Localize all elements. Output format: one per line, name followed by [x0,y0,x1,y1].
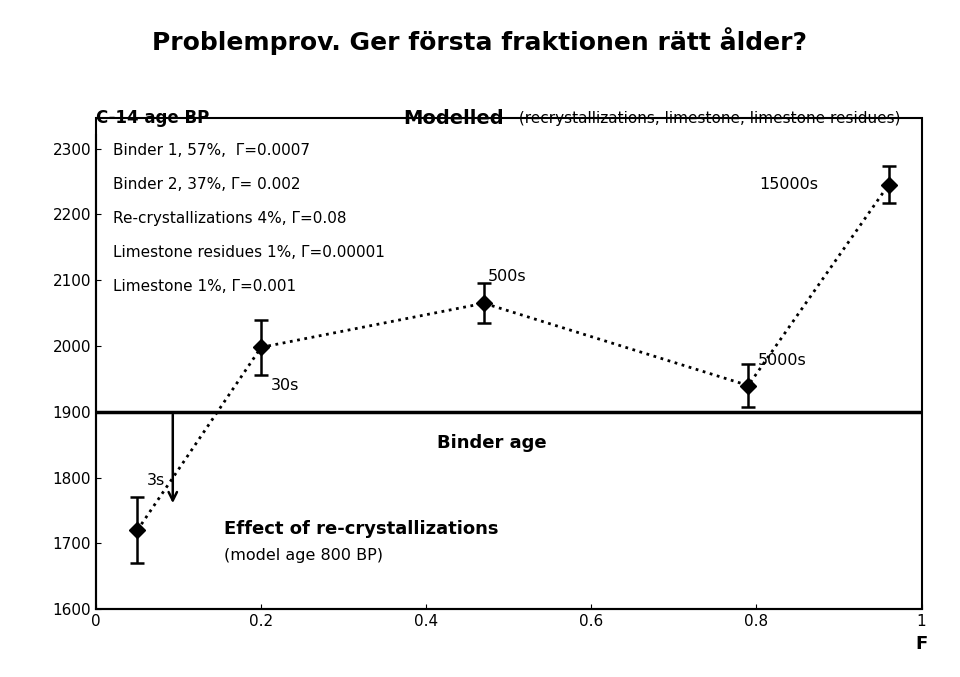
Text: Limestone residues 1%, Γ=0.00001: Limestone residues 1%, Γ=0.00001 [112,245,384,260]
Text: Binder 2, 37%, Γ= 0.002: Binder 2, 37%, Γ= 0.002 [112,177,300,192]
Text: (recrystallizations, limestone, limestone residues): (recrystallizations, limestone, limeston… [514,111,900,126]
Text: C-14 age BP: C-14 age BP [96,110,209,127]
Text: Effect of re-crystallizations: Effect of re-crystallizations [224,520,498,538]
Text: Limestone 1%, Γ=0.001: Limestone 1%, Γ=0.001 [112,279,296,294]
Text: 5000s: 5000s [758,353,807,368]
Text: 3s: 3s [147,473,165,488]
Text: Problemprov. Ger första fraktionen rätt ålder?: Problemprov. Ger första fraktionen rätt … [153,27,807,55]
Text: Modelled: Modelled [403,109,504,128]
Text: F: F [916,635,927,653]
Text: 30s: 30s [271,378,300,393]
Text: 500s: 500s [488,269,527,284]
Text: 15000s: 15000s [759,177,818,192]
Text: (model age 800 BP): (model age 800 BP) [224,548,383,563]
Text: Binder age: Binder age [438,435,547,452]
Text: Binder 1, 57%,  Γ=0.0007: Binder 1, 57%, Γ=0.0007 [112,143,309,158]
Text: Re-crystallizations 4%, Γ=0.08: Re-crystallizations 4%, Γ=0.08 [112,211,346,225]
